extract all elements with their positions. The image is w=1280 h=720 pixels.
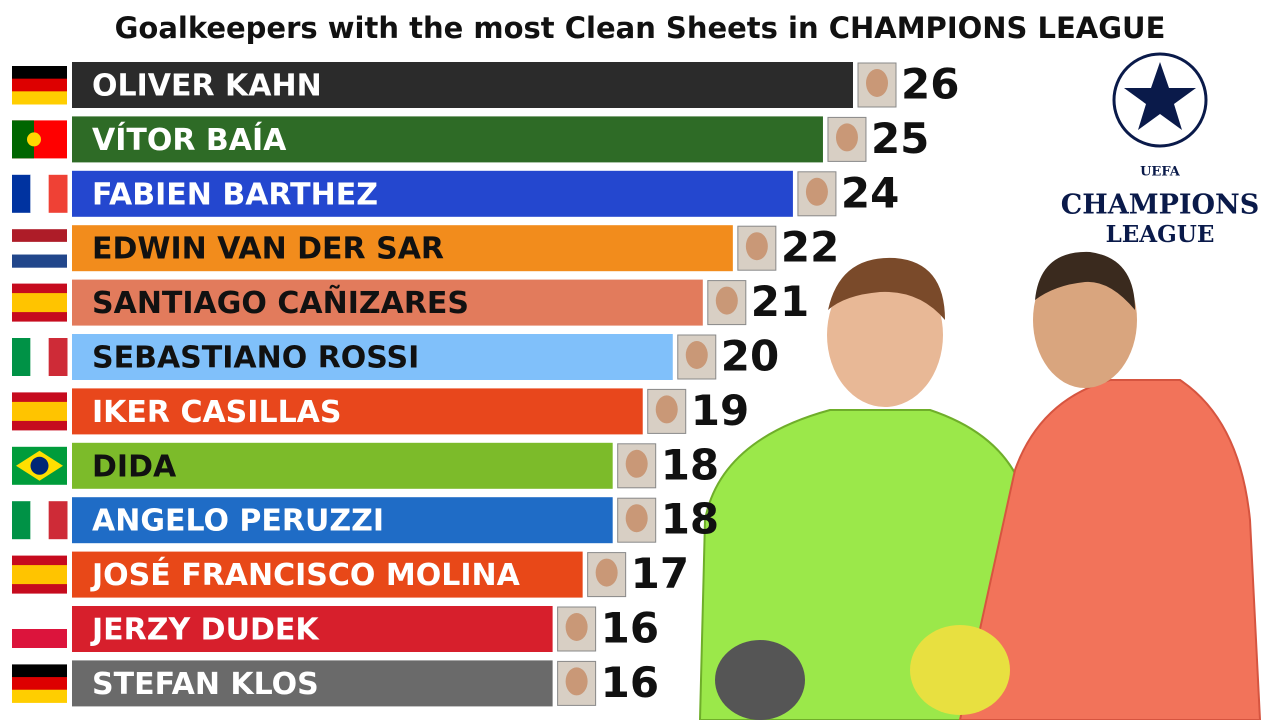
value-label: 16	[601, 604, 659, 653]
flag-part	[12, 401, 67, 421]
bar	[72, 116, 823, 163]
bar-label: STEFAN KLOS	[92, 667, 319, 702]
logo-text: LEAGUE	[1106, 221, 1215, 248]
flag-part	[12, 677, 67, 691]
bar	[72, 62, 853, 108]
photo-face	[805, 177, 828, 206]
flag-part	[12, 120, 34, 159]
flag-part	[12, 565, 67, 585]
flag-part	[12, 254, 67, 268]
photo-face	[685, 341, 708, 369]
flag-part	[12, 78, 67, 92]
flag-part	[12, 501, 31, 540]
value-label: 24	[841, 168, 899, 217]
photo-face	[565, 613, 588, 641]
flag	[12, 120, 67, 159]
photo-face	[835, 123, 858, 152]
bar-label: FABIEN BARTHEZ	[92, 177, 378, 212]
flag-part	[12, 66, 67, 80]
value-label: 17	[631, 549, 689, 598]
flag-part	[12, 664, 67, 678]
photo-face	[745, 232, 768, 261]
bar	[72, 551, 583, 598]
flag	[12, 446, 67, 485]
flag-part	[30, 338, 50, 376]
flag	[12, 555, 67, 594]
flag	[12, 501, 68, 540]
flag-part	[12, 241, 67, 256]
bar-label: JOSÉ FRANCISCO MOLINA	[90, 557, 521, 593]
flag-part	[30, 174, 50, 213]
bar-label: OLIVER KAHN	[92, 69, 322, 104]
flag	[12, 283, 67, 322]
flag-part	[12, 610, 67, 629]
bar	[72, 606, 553, 652]
players-illustration	[698, 251, 1262, 720]
bar-label: SANTIAGO CAÑIZARES	[92, 284, 469, 321]
flag-part	[30, 456, 49, 475]
flag	[12, 610, 67, 648]
flag-part	[30, 501, 50, 540]
flag-part	[27, 132, 41, 147]
flag-part	[12, 629, 67, 648]
flag-part	[12, 689, 67, 703]
bar-label: ANGELO PERUZZI	[92, 504, 384, 539]
value-label: 18	[661, 495, 719, 544]
flag-part	[12, 174, 31, 213]
photo-face	[625, 449, 648, 478]
value-label: 22	[781, 223, 839, 272]
value-label: 25	[871, 114, 929, 163]
flag-part	[48, 338, 68, 376]
flag-part	[48, 174, 68, 213]
photo-face	[715, 286, 738, 315]
bar	[72, 388, 643, 435]
flag-part	[12, 293, 67, 313]
bar	[72, 497, 613, 544]
photo-face	[625, 504, 648, 533]
value-label: 20	[721, 332, 779, 381]
flag	[12, 664, 67, 703]
bar-label: VÍTOR BAÍA	[92, 122, 287, 158]
flag-part	[12, 91, 67, 105]
bar-label: EDWIN VAN DER SAR	[92, 232, 444, 267]
logo	[1112, 52, 1208, 148]
flag	[12, 229, 67, 268]
photo-face	[565, 667, 588, 696]
flag	[12, 392, 67, 431]
bar	[72, 170, 793, 217]
bar	[72, 279, 703, 326]
photo-face	[655, 395, 678, 424]
bar	[72, 334, 673, 380]
flag	[12, 338, 68, 376]
value-label: 16	[601, 658, 659, 707]
value-label: 19	[691, 386, 749, 435]
bar	[72, 660, 553, 707]
bar-label: DIDA	[92, 449, 177, 484]
photo-face	[595, 558, 618, 587]
bar-label: IKER CASILLAS	[92, 395, 342, 430]
logo-text: CHAMPIONS	[1061, 190, 1259, 221]
flag	[12, 66, 67, 105]
logo-text: UEFA	[1140, 165, 1181, 180]
flag-part	[48, 501, 68, 540]
value-label: 21	[751, 277, 809, 326]
value-label: 18	[661, 440, 719, 489]
bar	[72, 442, 613, 489]
flag-part	[12, 338, 31, 376]
bar-label: JERZY DUDEK	[90, 613, 320, 648]
value-label: 26	[901, 60, 959, 109]
chart-title: Goalkeepers with the most Clean Sheets i…	[115, 11, 1166, 45]
bar-label: SEBASTIANO ROSSI	[92, 341, 419, 376]
bar	[72, 225, 733, 272]
photo-face	[866, 69, 888, 97]
flag	[12, 174, 68, 213]
flag-part	[12, 229, 67, 243]
